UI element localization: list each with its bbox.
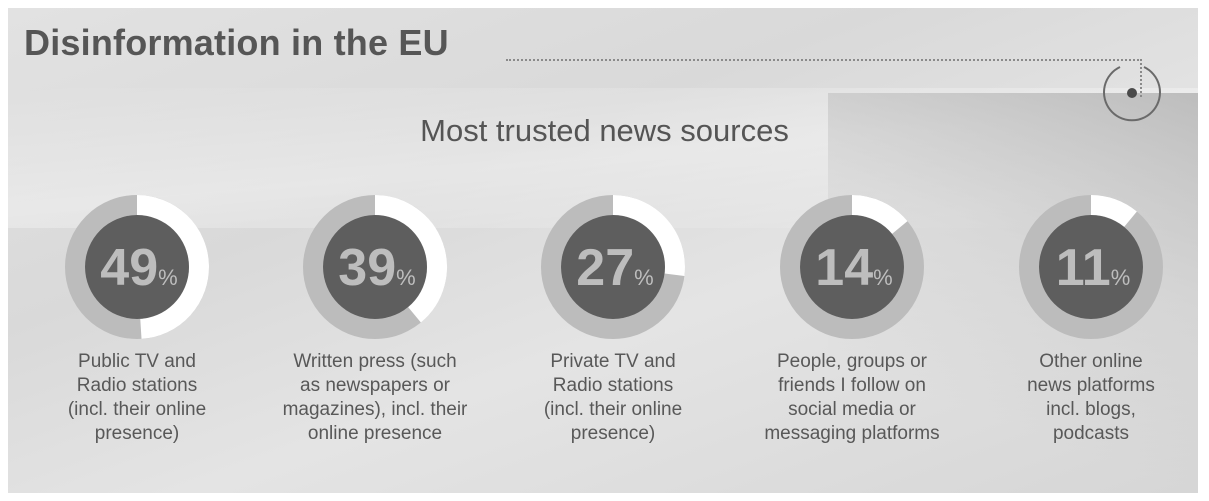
donut-value-arc xyxy=(1090,195,1137,228)
target-icon xyxy=(1103,66,1161,122)
category-label-line: social media or xyxy=(788,399,916,420)
donut-3: 27% xyxy=(541,195,685,339)
category-label-line: online presence xyxy=(307,423,443,444)
category-label-line: (incl. their online xyxy=(67,399,207,420)
donut-center-disk xyxy=(561,215,665,319)
donut-value-label: 27% xyxy=(576,239,653,297)
category-label: Private TV and Radio stations (incl. their… xyxy=(498,350,728,446)
value-unit: % xyxy=(1111,265,1131,290)
category-label-line: incl. blogs, xyxy=(1046,399,1136,420)
category-label: People, groups or friends I follow on soci… xyxy=(737,350,967,446)
donut-value-label: 39% xyxy=(338,239,415,297)
value-unit: % xyxy=(396,265,416,290)
value-number: 14 xyxy=(815,239,873,297)
category-label-line: Other online xyxy=(1039,351,1143,372)
value-unit: % xyxy=(158,265,178,290)
donut-value-arc xyxy=(612,195,685,277)
category-label-line: as newspapers or xyxy=(300,375,450,396)
donut-center-disk xyxy=(800,215,904,319)
title-dotted-rule xyxy=(506,59,1142,61)
category-label-line: (incl. their online xyxy=(543,399,683,420)
category-label-line: Private TV and xyxy=(550,351,676,372)
donut-value-label: 14% xyxy=(815,239,892,297)
value-number: 11 xyxy=(1056,239,1111,297)
value-unit: % xyxy=(634,265,654,290)
category-label: Public TV and Radio stations (incl. their … xyxy=(22,350,252,446)
category-label-line: magazines), incl. their xyxy=(282,399,468,420)
category-label-line: Public TV and xyxy=(78,351,196,372)
category-label-line: messaging platforms xyxy=(764,423,940,444)
donut-5: 11% xyxy=(1019,195,1163,339)
donut-center-disk xyxy=(323,215,427,319)
donut-1: 49% xyxy=(65,195,209,339)
category-label-line: presence) xyxy=(570,423,656,444)
value-unit: % xyxy=(873,265,893,290)
donut-value-label: 49% xyxy=(100,239,177,297)
value-number: 49 xyxy=(100,239,158,297)
donut-4: 14% xyxy=(780,195,924,339)
donut-center-disk xyxy=(1039,215,1143,319)
value-number: 27 xyxy=(576,239,634,297)
category-label-line: People, groups or xyxy=(777,351,927,372)
category-label-line: Radio stations xyxy=(552,375,674,396)
donut-value-arc xyxy=(136,195,209,339)
chart-subtitle: Most trusted news sources xyxy=(420,113,789,148)
category-label-line: news platforms xyxy=(1027,375,1155,396)
page-title: Disinformation in the EU xyxy=(24,22,449,63)
donut-value-label: 11% xyxy=(1056,239,1131,297)
infographic-canvas: Disinformation in the EU xyxy=(8,8,1198,493)
category-label: Other online news platforms incl. blogs, po… xyxy=(976,350,1206,446)
category-label-line: Written press (such xyxy=(293,351,457,372)
title-dotted-connector xyxy=(1140,59,1142,97)
donut-value-arc xyxy=(374,195,447,323)
category-label-line: friends I follow on xyxy=(778,375,926,396)
donut-value-arc xyxy=(851,195,908,235)
donut-2: 39% xyxy=(303,195,447,339)
category-label: Written press (such as newspapers or magaz… xyxy=(260,350,490,446)
category-label-line: presence) xyxy=(94,423,180,444)
donut-center-disk xyxy=(85,215,189,319)
category-label-line: podcasts xyxy=(1052,423,1130,444)
value-number: 39 xyxy=(338,239,396,297)
category-label-line: Radio stations xyxy=(76,375,198,396)
